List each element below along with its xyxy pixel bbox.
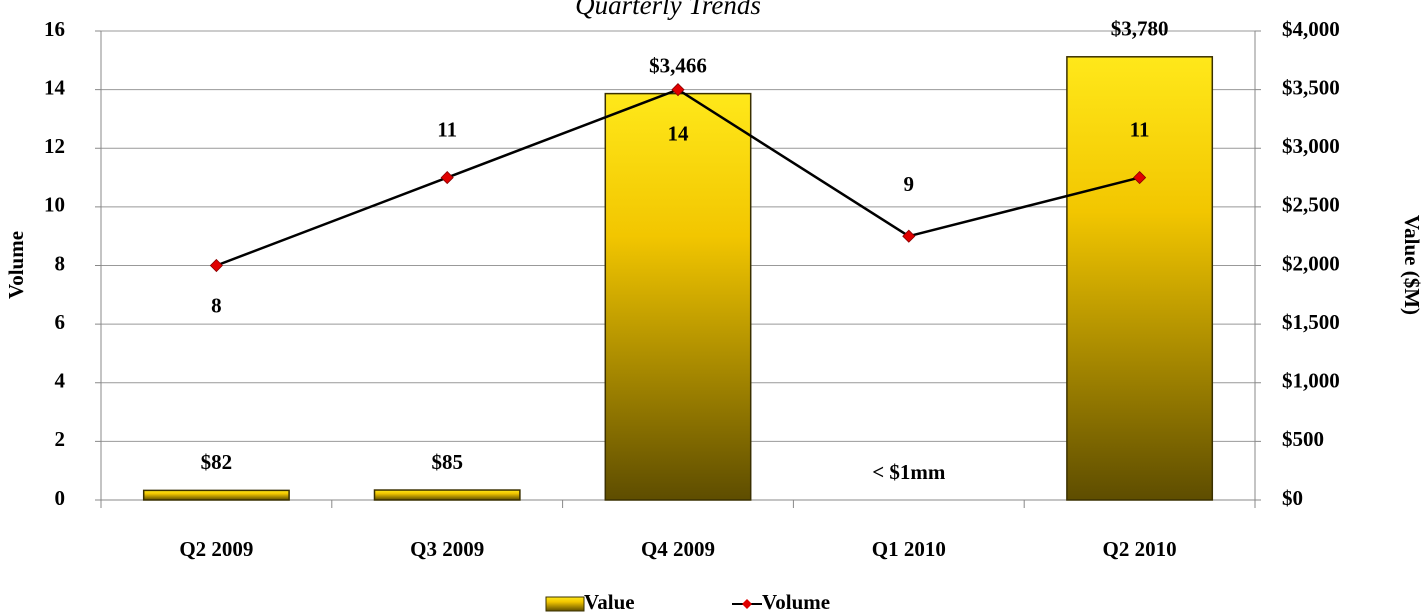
data-label: 14 [668, 121, 690, 145]
y2-tick-label: $4,000 [1282, 17, 1340, 41]
y-axis-title: Volume [4, 231, 28, 299]
value-label: $85 [431, 450, 463, 474]
legend-marker [742, 599, 752, 609]
data-label: 11 [1130, 117, 1150, 141]
y2-tick-label: $2,000 [1282, 251, 1340, 275]
data-label: 9 [904, 172, 915, 196]
marker [902, 229, 916, 243]
y-tick-label: 0 [55, 486, 66, 510]
y2-axis-title: Value ($M) [1400, 215, 1423, 315]
value-label: $82 [201, 450, 233, 474]
y2-tick-label: $3,500 [1282, 75, 1340, 99]
value-label: < $1mm [872, 460, 946, 484]
y2-tick-label: $1,500 [1282, 310, 1340, 334]
y2-tick-label: $3,000 [1282, 134, 1340, 158]
y-tick-label: 2 [55, 427, 66, 451]
y2-tick-label: $500 [1282, 427, 1324, 451]
y-tick-label: 4 [55, 369, 66, 393]
y-tick-label: 12 [44, 134, 65, 158]
x-tick-label: Q4 2009 [641, 537, 715, 561]
y-tick-label: 8 [55, 251, 66, 275]
x-tick-label: Q2 2010 [1103, 537, 1177, 561]
chart-title: Quarterly Trends [575, 0, 761, 20]
y2-tick-label: $0 [1282, 486, 1303, 510]
data-label: 8 [211, 293, 222, 317]
marker [1133, 170, 1147, 185]
y-tick-label: 6 [55, 310, 66, 334]
marker [671, 83, 685, 97]
bar [604, 92, 752, 501]
y2-tick-label: $2,500 [1282, 193, 1340, 217]
y-tick-label: 16 [44, 17, 65, 41]
y2-tick-label: $1,000 [1282, 369, 1340, 393]
x-tick-label: Q3 2009 [410, 537, 484, 561]
data-label: 11 [437, 117, 457, 141]
legend-swatch [545, 596, 585, 612]
legend-label: Value [584, 590, 635, 614]
value-label: $3,466 [649, 53, 707, 77]
y-tick-label: 14 [44, 75, 66, 99]
legend-label: Volume [762, 590, 830, 614]
value-label: $3,780 [1111, 17, 1169, 41]
x-tick-label: Q2 2009 [179, 537, 253, 561]
x-tick-label: Q1 2010 [872, 537, 946, 561]
bar [142, 489, 290, 501]
bar [373, 489, 521, 501]
marker [209, 258, 223, 273]
y-tick-label: 10 [44, 193, 65, 217]
marker [440, 170, 454, 185]
bar [1066, 56, 1214, 501]
